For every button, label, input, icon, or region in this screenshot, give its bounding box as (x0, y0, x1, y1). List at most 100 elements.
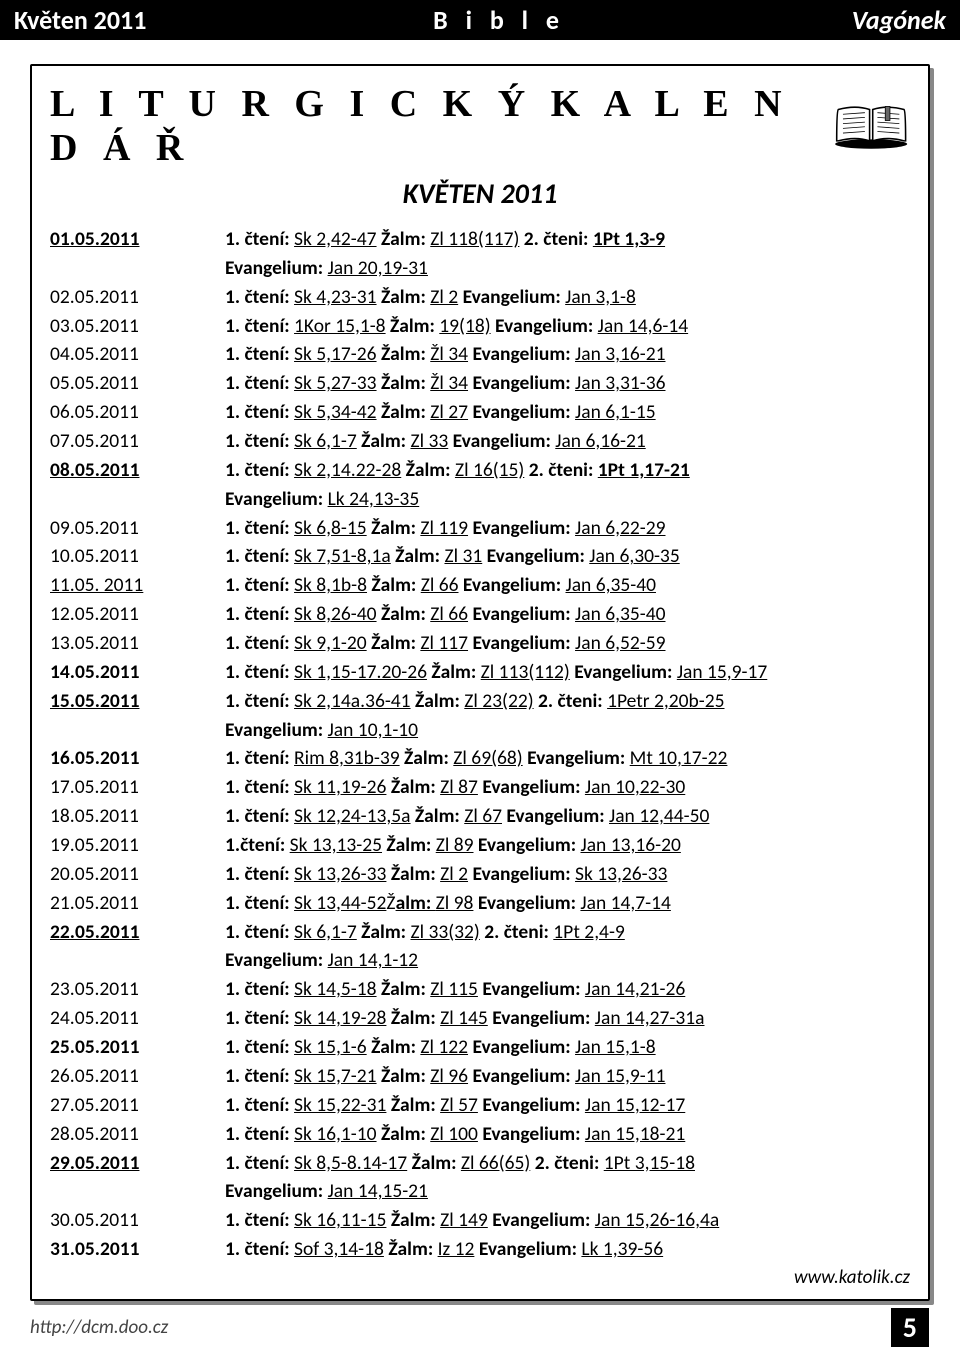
reading-text: Zl 67 (464, 804, 502, 828)
reading-text: 1. čtení: (225, 458, 294, 482)
entry-content: 1. čtení: Sk 6,1-7 Žalm: Zl 33(32) 2. čt… (225, 918, 910, 947)
reading-text: Evangelium: (468, 862, 575, 886)
entry-date: 21.05.2011 (50, 889, 225, 918)
calendar-entry: 01.05.2011 1. čtení: Sk 2,42-47 Žalm: Zl… (50, 225, 910, 254)
reading-text: 1Pt 2,4-9 (553, 920, 625, 944)
reading-text: Lk 24,13-35 (328, 487, 420, 511)
reading-text: Žalm: (377, 342, 431, 366)
reading-text: Žalm: (391, 544, 445, 568)
reading-text: Jan 15,9-11 (575, 1064, 665, 1088)
entry-content: 1. čtení: Sk 2,42-47 Žalm: Zl 118(117) 2… (225, 225, 910, 254)
reading-text: Jan 14,6-14 (598, 314, 688, 338)
entry-date: 31.05.2011 (50, 1235, 225, 1264)
reading-text: 1. čtení: (225, 371, 294, 395)
reading-text: Žalm: (367, 631, 421, 655)
entry-content: 1. čtení: Sk 8,26-40 Žalm: Zl 66 Evangel… (225, 600, 910, 629)
reading-text: Sk 7,51-8,1a (294, 544, 391, 568)
reading-text: Sk 4,23-31 (294, 285, 377, 309)
entry-date: 03.05.2011 (50, 312, 225, 341)
title-row: L I T U R G I C K Ý K A L E N D Á Ř (50, 82, 910, 170)
entry-date-spacer (50, 1177, 225, 1206)
calendar-entry: 12.05.2011 1. čtení: Sk 8,26-40 Žalm: Zl… (50, 600, 910, 629)
reading-text: Žalm: (384, 1237, 438, 1261)
reading-text: Sk 8,5-8.14-17 (294, 1151, 407, 1175)
reading-text: Zl 100 (430, 1122, 478, 1146)
reading-text: Jan 14,15-21 (328, 1179, 428, 1203)
entry-date: 28.05.2011 (50, 1120, 225, 1149)
calendar-entry: 15.05.2011 1. čtení: Sk 2,14a.36-41 Žalm… (50, 687, 910, 716)
reading-text: 1. čtení: (225, 400, 294, 424)
entry-date: 15.05.2011 (50, 687, 225, 716)
reading-text: 2. čteni: (534, 689, 607, 713)
reading-text: 1. čtení: (225, 342, 294, 366)
reading-text: Iz 12 (438, 1237, 475, 1261)
entries-list: 01.05.2011 1. čtení: Sk 2,42-47 Žalm: Zl… (50, 225, 910, 1264)
reading-text: Evangelium: (491, 314, 598, 338)
entry-date: 12.05.2011 (50, 600, 225, 629)
reading-text: Žalm: (411, 804, 465, 828)
reading-text: Jan 14,7-14 (580, 891, 670, 915)
calendar-entry: 22.05.2011 1. čtení: Sk 6,1-7 Žalm: Zl 3… (50, 918, 910, 947)
calendar-entry: 29.05.2011 1. čtení: Sk 8,5-8.14-17 Žalm… (50, 1149, 910, 1178)
reading-text: Sk 8,26-40 (294, 602, 377, 626)
entry-content: Evangelium: Jan 10,1-10 (225, 716, 910, 745)
reading-text: Jan 6,35-40 (566, 573, 656, 597)
reading-text: Zl 119 (420, 516, 468, 540)
reading-text: Žalm: (357, 920, 411, 944)
entry-content: 1. čtení: Sk 9,1-20 Žalm: Zl 117 Evangel… (225, 629, 910, 658)
reading-text: Sk 16,11-15 (294, 1208, 386, 1232)
calendar-entry: 06.05.2011 1. čtení: Sk 5,34-42 Žalm: Zl… (50, 398, 910, 427)
reading-text: Jan 3,16-21 (575, 342, 665, 366)
reading-text: Žalm: (386, 1006, 440, 1030)
entry-content: 1. čtení: 1Kor 15,1-8 Žalm: 19(18) Evang… (225, 312, 910, 341)
calendar-entry: 17.05.2011 1. čtení: Sk 11,19-26 Žalm: Z… (50, 773, 910, 802)
reading-text: Žl 34 (430, 342, 468, 366)
reading-text: Jan 6,1-15 (575, 400, 656, 424)
reading-text: Sk 5,34-42 (294, 400, 377, 424)
reading-text: alm: (396, 891, 436, 915)
reading-text: Žalm: (367, 573, 421, 597)
reading-text: 1. čtení: (225, 1006, 294, 1030)
reading-text: Evangelium: (502, 804, 609, 828)
entry-content: 1. čtení: Sk 2,14a.36-41 Žalm: Zl 23(22)… (225, 687, 910, 716)
reading-text: Evangelium: (488, 1208, 595, 1232)
entry-date: 27.05.2011 (50, 1091, 225, 1120)
reading-text: Sk 15,7-21 (294, 1064, 377, 1088)
reading-text: 1. čtení: (225, 285, 294, 309)
entry-date: 29.05.2011 (50, 1149, 225, 1178)
calendar-entry-cont: Evangelium: Jan 14,15-21 (50, 1177, 910, 1206)
reading-text: Evangelium: (468, 400, 575, 424)
entry-date: 02.05.2011 (50, 283, 225, 312)
reading-text: Žalm: (386, 314, 440, 338)
reading-text: 1. čtení: (225, 631, 294, 655)
entry-date: 08.05.2011 (50, 456, 225, 485)
reading-text: Jan 3,31-36 (575, 371, 665, 395)
calendar-entry: 10.05.2011 1. čtení: Sk 7,51-8,1a Žalm: … (50, 542, 910, 571)
reading-text: Zl 87 (440, 775, 478, 799)
reading-text: Jan 3,1-8 (565, 285, 636, 309)
header-right: Vagónek (852, 4, 946, 36)
reading-text: Sk 9,1-20 (294, 631, 367, 655)
reading-text: Jan 12,44-50 (609, 804, 709, 828)
reading-text: Žalm: (377, 1122, 431, 1146)
entry-date: 14.05.2011 (50, 658, 225, 687)
reading-text: Žalm: (377, 1064, 431, 1088)
reading-text: 1. čtení: (225, 1151, 294, 1175)
entry-content: 1. čtení: Sk 5,27-33 Žalm: Žl 34 Evangel… (225, 369, 910, 398)
reading-text: Žl 34 (430, 371, 468, 395)
reading-text: 1. čtení: (225, 862, 294, 886)
reading-text: Zl 117 (420, 631, 468, 655)
calendar-entry: 11.05. 2011 1. čtení: Sk 8,1b-8 Žalm: Zl… (50, 571, 910, 600)
reading-text: Sk 13,26-33 (294, 862, 386, 886)
calendar-entry: 27.05.2011 1. čtení: Sk 15,22-31 Žalm: Z… (50, 1091, 910, 1120)
entry-content: 1. čtení: Sk 16,1-10 Žalm: Zl 100 Evange… (225, 1120, 910, 1149)
calendar-box: L I T U R G I C K Ý K A L E N D Á Ř KVĚT… (30, 64, 930, 1301)
entry-content: 1. čtení: Sk 2,14.22-28 Žalm: Zl 16(15) … (225, 456, 910, 485)
reading-text: Sk 1,15-17.20-26 (294, 660, 427, 684)
entry-date: 10.05.2011 (50, 542, 225, 571)
reading-text: 1Petr 2,20b-25 (607, 689, 724, 713)
entry-date: 24.05.2011 (50, 1004, 225, 1033)
reading-text: 1. čtení: (225, 429, 294, 453)
reading-text: 1Pt 3,15-18 (604, 1151, 695, 1175)
reading-text: Žalm: (411, 689, 465, 713)
